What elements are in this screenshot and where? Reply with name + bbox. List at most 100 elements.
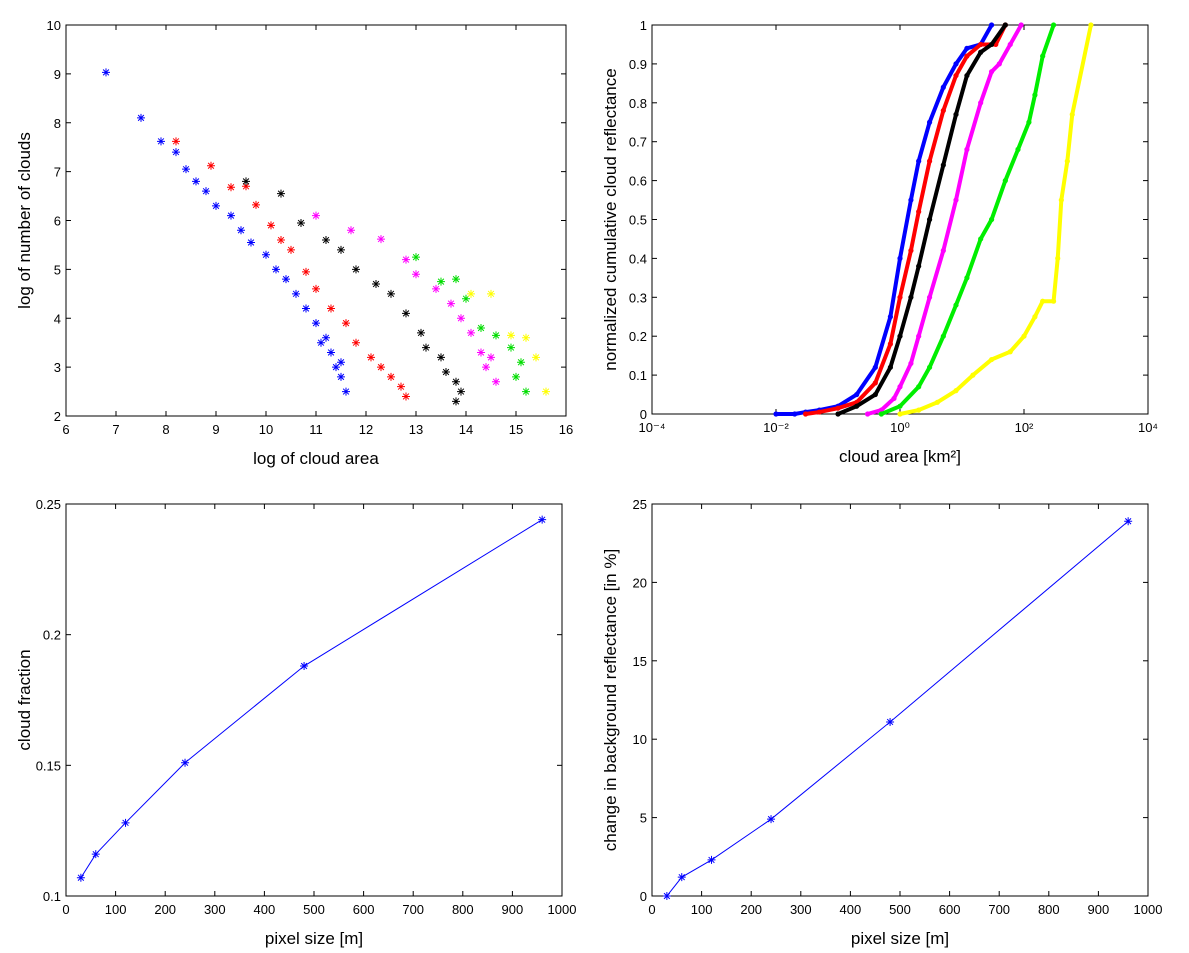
data-point: [1050, 298, 1057, 304]
data-point: [522, 333, 530, 342]
x-axis-label: pixel size [m]: [265, 929, 363, 948]
data-point: [1002, 178, 1008, 184]
data-point: [887, 314, 893, 320]
data-point: [287, 245, 295, 254]
x-tick-label: 0: [62, 902, 69, 917]
x-tick-label: 300: [204, 902, 226, 917]
data-point: [282, 275, 290, 284]
data-point: [916, 263, 922, 269]
data-point: [677, 873, 686, 882]
x-tick-label: 800: [1038, 902, 1060, 917]
data-point: [487, 353, 495, 362]
data-point: [202, 187, 210, 196]
data-point: [402, 392, 410, 401]
data-point: [172, 137, 180, 146]
data-point: [916, 333, 922, 339]
data-point: [227, 183, 235, 192]
data-point: [916, 407, 922, 413]
series-line: [805, 24, 1008, 416]
data-point: [372, 280, 380, 289]
y-axis-label: log of number of clouds: [15, 132, 34, 309]
data-point: [467, 289, 475, 298]
y-tick-label: 0.1: [43, 889, 61, 904]
data-point: [467, 328, 475, 337]
data-point: [181, 758, 190, 767]
x-tick-label: 7: [112, 422, 119, 437]
data-point: [1064, 158, 1070, 164]
data-point: [978, 100, 984, 106]
y-tick-label: 0.8: [629, 96, 647, 111]
data-point: [1015, 146, 1021, 153]
data-point: [487, 289, 495, 298]
y-tick-label: 0.5: [629, 213, 647, 228]
y-tick-label: 9: [54, 67, 61, 82]
x-axis-label: log of cloud area: [253, 449, 379, 468]
data-point: [767, 815, 776, 824]
data-point: [897, 403, 903, 409]
x-tick-label: 700: [402, 902, 424, 917]
data-point: [442, 368, 450, 377]
plot-area: [651, 503, 1149, 897]
data-point: [908, 294, 914, 300]
x-tick-label: 10⁻⁴: [639, 420, 666, 435]
data-point: [872, 380, 878, 386]
data-point: [397, 382, 405, 391]
data-point: [964, 146, 970, 153]
data-point: [916, 158, 922, 164]
data-point: [347, 226, 355, 235]
data-point: [988, 356, 995, 363]
x-tick-label: 900: [502, 902, 524, 917]
y-tick-label: 7: [54, 165, 61, 180]
y-tick-label: 0.1: [629, 368, 647, 383]
data-point: [988, 69, 995, 75]
data-point: [908, 197, 914, 203]
data-point: [940, 107, 946, 114]
data-point: [367, 353, 375, 362]
data-point: [792, 411, 798, 417]
data-point: [908, 360, 914, 367]
data-point: [996, 61, 1002, 67]
data-point: [1032, 92, 1038, 98]
data-point: [492, 377, 500, 386]
data-point: [437, 277, 445, 286]
data-point: [337, 372, 345, 381]
data-point: [1021, 333, 1027, 339]
data-point: [352, 265, 360, 274]
data-point: [897, 294, 903, 300]
y-tick-label: 5: [54, 262, 61, 277]
data-point: [887, 341, 893, 347]
x-tick-label: 1000: [548, 902, 577, 917]
data-point: [247, 238, 255, 247]
y-tick-label: 1: [640, 18, 647, 33]
x-tick-label: 6: [62, 422, 69, 437]
data-point: [773, 411, 779, 417]
data-point: [1124, 517, 1133, 526]
data-point: [322, 333, 330, 342]
data-point: [327, 304, 335, 313]
x-tick-label: 300: [790, 902, 812, 917]
x-tick-label: 15: [509, 422, 523, 437]
data-point: [437, 353, 445, 362]
data-point: [542, 387, 550, 396]
data-point: [988, 22, 995, 28]
x-tick-label: 10²: [1015, 420, 1034, 435]
data-point: [457, 387, 465, 396]
data-point: [1007, 349, 1013, 355]
data-point: [940, 333, 946, 339]
data-point: [352, 338, 360, 347]
data-point: [337, 358, 345, 367]
data-point: [897, 255, 903, 261]
data-point: [227, 211, 235, 220]
x-tick-label: 14: [459, 422, 473, 437]
y-tick-label: 3: [54, 360, 61, 375]
data-point: [926, 158, 933, 164]
data-point: [477, 348, 485, 357]
data-point: [953, 61, 959, 67]
data-point: [297, 218, 305, 227]
y-axis-label: cloud fraction: [15, 649, 34, 750]
data-point: [887, 364, 893, 370]
data-point: [402, 255, 410, 264]
data-point: [916, 209, 922, 215]
x-tick-label: 10: [259, 422, 273, 437]
x-tick-label: 200: [740, 902, 762, 917]
